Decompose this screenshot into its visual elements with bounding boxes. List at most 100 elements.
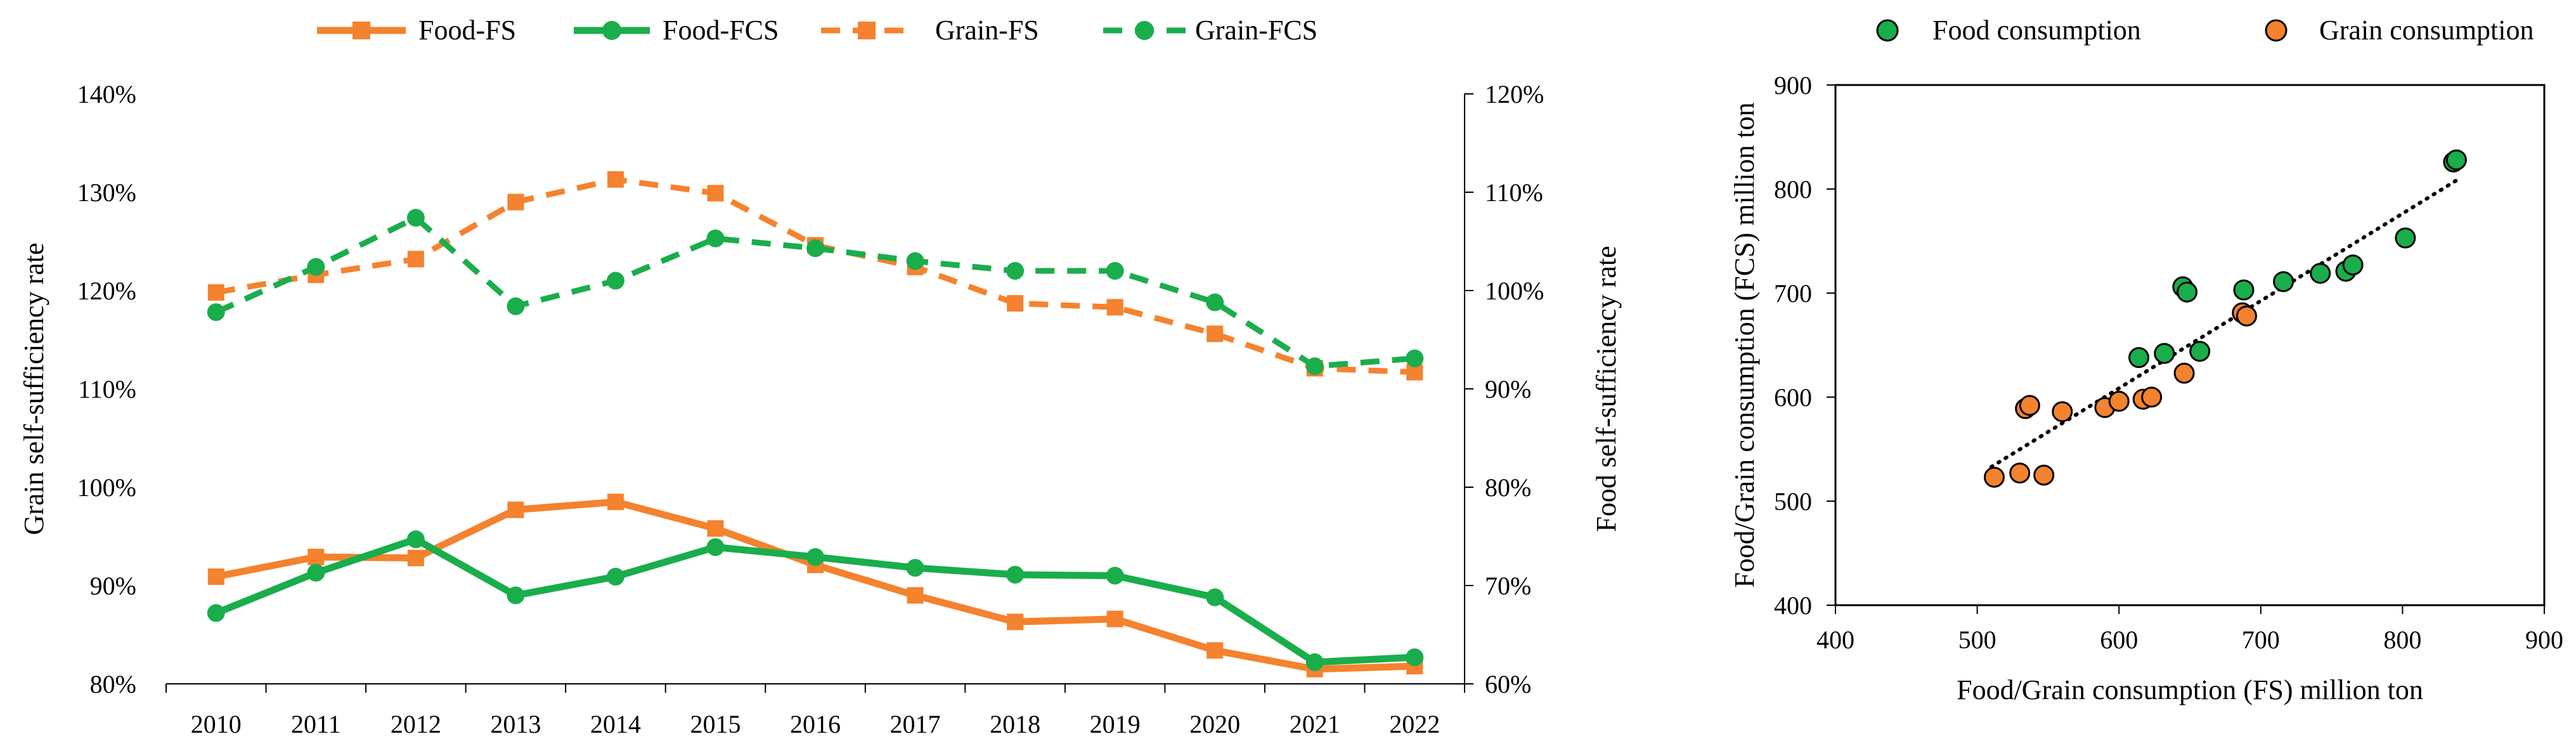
scatter-point-food-consumption <box>2233 279 2255 301</box>
legend-item-food-consumption: Food consumption <box>1876 15 2141 46</box>
scatter-y-tick-label: 800 <box>1774 175 1812 204</box>
scatter-point-food-consumption <box>2177 281 2198 303</box>
data-point-food-fs <box>407 549 424 566</box>
legend-label-food-fcs: Food-FCS <box>663 15 779 46</box>
scatter-x-tick-label: 600 <box>2100 625 2138 654</box>
data-point-grain-fcs <box>1006 262 1025 280</box>
left-y-axis-title: Grain self-sufficiency rate <box>18 243 49 535</box>
left-y-tick-label: 80% <box>90 670 136 698</box>
data-point-food-fcs <box>1006 565 1025 584</box>
scatter-point-food-consumption <box>2395 227 2416 249</box>
data-point-grain-fs <box>507 193 524 211</box>
right-y-tick-label: 110% <box>1485 178 1543 207</box>
scatter-point-food-consumption <box>2189 341 2211 362</box>
trendline <box>1989 176 2461 469</box>
data-point-grain-fcs <box>606 272 625 290</box>
scatter-x-ticks: 400 500 600 700 800 900 <box>1816 605 2563 654</box>
scatter-chart: Food consumption Grain consumption 400 50… <box>1729 15 2563 705</box>
scatter-x-tick-label: 400 <box>1816 625 1854 654</box>
scatter-point-food-consumption <box>2310 263 2331 284</box>
x-tick-label: 2021 <box>1290 710 1340 738</box>
x-tick-label: 2018 <box>990 710 1040 738</box>
data-point-food-fs <box>1106 610 1123 627</box>
scatter-point-grain-consumption <box>2173 362 2195 384</box>
scatter-point-food-consumption <box>2342 254 2364 276</box>
data-point-food-fcs <box>806 548 824 566</box>
x-tick-label: 2013 <box>490 710 541 738</box>
legend-label-grain-fs: Grain-FS <box>935 15 1039 46</box>
data-point-food-fs <box>507 501 524 518</box>
scatter-y-tick-label: 500 <box>1774 487 1812 516</box>
data-point-food-fcs <box>1305 653 1324 671</box>
data-point-food-fs <box>707 520 724 537</box>
legend-item-grain-consumption: Grain consumption <box>2265 15 2534 46</box>
scatter-y-tick-label: 900 <box>1774 71 1812 100</box>
data-point-food-fcs <box>207 604 225 622</box>
x-tick-label: 2022 <box>1389 710 1440 738</box>
scatter-x-tick-label: 700 <box>2242 625 2280 654</box>
scatter-point-food-consumption <box>2128 347 2150 369</box>
data-point-grain-fcs <box>207 303 225 322</box>
right-y-tick-label: 90% <box>1485 375 1531 403</box>
right-y-tick-label: 70% <box>1485 572 1531 600</box>
left-y-tick-label: 90% <box>90 572 136 600</box>
data-point-food-fs <box>207 568 224 586</box>
data-point-food-fcs <box>1406 648 1424 667</box>
data-point-food-fcs <box>1106 566 1124 585</box>
x-tick-label: 2019 <box>1090 710 1141 738</box>
scatter-y-ticks: 400 500 600 700 800 900 <box>1774 71 1835 620</box>
left-y-tick-label: 130% <box>77 178 136 207</box>
scatter-point-grain-consumption <box>1983 466 2005 488</box>
scatter-point-grain-consumption <box>2108 391 2130 412</box>
data-point-food-fcs <box>606 568 625 586</box>
data-point-grain-fcs <box>1406 349 1424 367</box>
legend-label-grain-consumption: Grain consumption <box>2319 15 2534 46</box>
left-y-tick-label: 140% <box>77 80 136 108</box>
data-point-grain-fs <box>407 251 424 268</box>
data-point-grain-fs <box>1106 299 1123 316</box>
x-tick-label: 2014 <box>590 710 641 738</box>
trendline-dotted <box>1989 176 2461 469</box>
data-point-food-fcs <box>906 559 924 577</box>
data-point-grain-fcs <box>307 258 325 276</box>
legend-label-food-fs: Food-FS <box>418 15 516 46</box>
left-y-tick-label: 110% <box>78 375 136 403</box>
data-point-food-fcs <box>507 586 525 605</box>
scatter-point-food-consumption <box>2154 343 2175 364</box>
data-point-food-fs <box>1207 642 1224 659</box>
legend-square-marker <box>858 22 876 39</box>
x-ticks: 2010 2011 2012 2013 2014 2015 2016 2017 2018 2019… <box>165 684 1465 738</box>
scatter-y-tick-label: 600 <box>1774 383 1812 412</box>
legend-circle-marker <box>602 21 621 40</box>
legend-label-grain-fcs: Grain-FCS <box>1195 15 1317 46</box>
right-y-ticks: 60% 70% 80% 90% 100% 110% 120% <box>1465 80 1544 698</box>
legend-item-grain-fs: Grain-FS <box>821 15 1039 46</box>
x-tick-label: 2020 <box>1189 710 1240 738</box>
right-y-tick-label: 120% <box>1485 80 1544 108</box>
x-tick-label: 2010 <box>191 710 242 738</box>
line-chart-legend: Food-FS Food-FCS Grain-FS Grain-FCS <box>317 15 1317 46</box>
data-point-food-fs <box>907 587 924 604</box>
scatter-x-tick-label: 800 <box>2383 625 2421 654</box>
legend-item-food-fcs: Food-FCS <box>574 15 779 46</box>
left-y-tick-label: 120% <box>77 277 136 305</box>
scatter-point-grain-consumption <box>2236 305 2257 327</box>
scatter-point-grain-consumption <box>2052 401 2073 422</box>
scatter-x-tick-label: 900 <box>2525 625 2563 654</box>
data-point-food-fcs <box>706 538 725 556</box>
data-point-grain-fs <box>1207 325 1224 343</box>
scatter-x-axis-title: Food/Grain consumption (FS) million ton <box>1957 674 2423 705</box>
series-line-grain-fs <box>216 176 1415 376</box>
scatter-y-tick-label: 700 <box>1774 279 1812 308</box>
legend-item-food-fs: Food-FS <box>317 15 516 46</box>
data-point-grain-fcs <box>1305 357 1324 376</box>
data-point-grain-fcs <box>406 209 425 227</box>
scatter-point-food-consumption <box>2273 271 2294 292</box>
legend-label-food-consumption: Food consumption <box>1932 15 2141 46</box>
data-point-grain-fcs <box>507 297 525 315</box>
line-series <box>207 171 1424 678</box>
data-point-grain-fcs <box>806 239 824 258</box>
data-point-grain-fcs <box>1206 293 1224 311</box>
scatter-points <box>1983 149 2467 488</box>
